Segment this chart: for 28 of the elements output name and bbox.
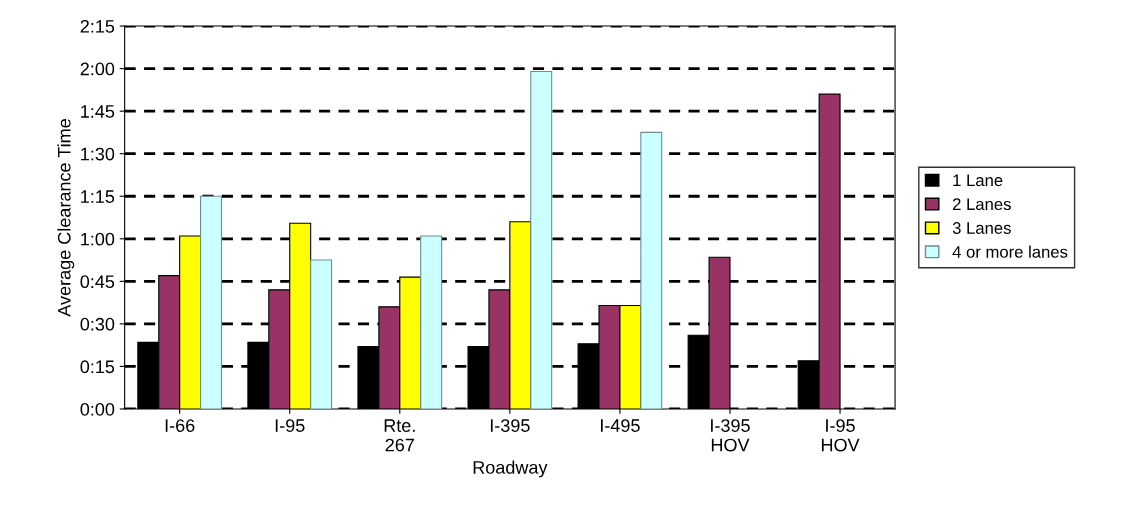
bar — [530, 70, 553, 409]
y-tick-label: 1:00 — [81, 232, 115, 246]
y-tick-label: 0:15 — [80, 360, 115, 374]
x-tick-label: Rte. 267 — [384, 419, 415, 452]
y-tick-label: 2:15 — [80, 19, 115, 33]
bar — [310, 259, 333, 409]
bar — [640, 131, 663, 409]
bar — [200, 195, 223, 409]
x-tick-label: I-95 — [275, 419, 305, 432]
y-tick-label: 0:30 — [80, 317, 115, 331]
x-tick-label: I-395 HOV — [711, 419, 750, 452]
y-axis-title: Average Clearance Time — [57, 119, 75, 317]
x-tick-label: I-66 — [165, 419, 195, 432]
y-tick-label: 2:00 — [80, 62, 115, 76]
legend-label: 3 Lanes — [952, 222, 1011, 234]
y-tick-label: 1:45 — [81, 105, 115, 118]
x-tick-label: I-495 — [601, 419, 640, 432]
y-tick-label: 0:45 — [80, 275, 115, 289]
bar — [420, 235, 443, 409]
y-tick-label: 1:30 — [81, 147, 115, 161]
legend-label: 1 Lane — [953, 174, 1003, 187]
x-axis-title: Roadway — [473, 460, 548, 478]
legend-label: 4 or more lanes — [952, 245, 1068, 258]
y-tick-label: 0:00 — [80, 402, 115, 416]
legend-label: 2 Lanes — [952, 198, 1011, 211]
x-tick-label: I-395 — [490, 419, 530, 432]
y-tick-label: 1:15 — [81, 190, 115, 203]
x-tick-label: I-95 HOV — [821, 419, 860, 452]
